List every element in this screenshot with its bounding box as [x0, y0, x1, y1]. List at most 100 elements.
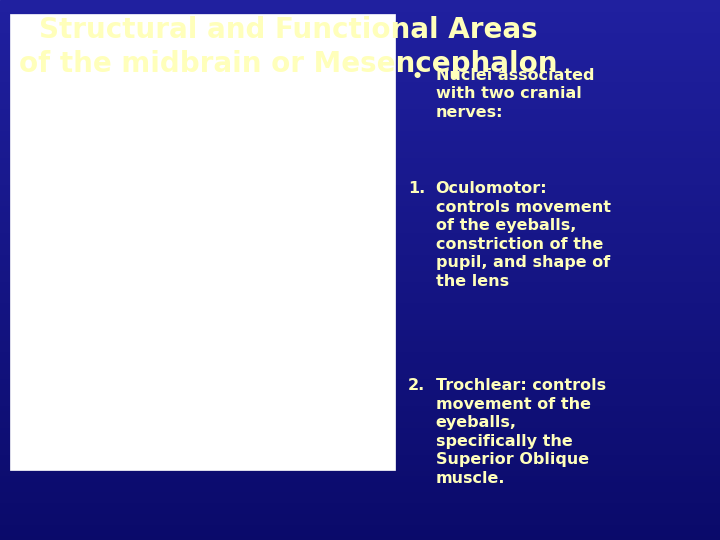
Bar	[0, 400, 720, 405]
Bar	[0, 481, 720, 486]
Bar	[0, 470, 720, 475]
Bar	[0, 86, 720, 92]
Bar	[0, 243, 720, 248]
Bar	[0, 335, 720, 340]
Bar	[0, 130, 720, 135]
Bar	[0, 49, 720, 54]
Bar	[0, 297, 720, 302]
Bar	[0, 43, 720, 49]
Bar	[0, 221, 720, 227]
Bar	[0, 97, 720, 103]
Bar	[0, 340, 720, 346]
Bar	[0, 254, 720, 259]
Bar	[0, 92, 720, 97]
Bar	[0, 173, 720, 178]
Bar	[0, 238, 720, 243]
Bar	[0, 232, 720, 238]
Bar	[0, 65, 720, 70]
FancyBboxPatch shape	[10, 14, 395, 470]
Bar	[0, 513, 720, 518]
Bar	[0, 524, 720, 529]
Bar	[0, 194, 720, 200]
Bar	[0, 437, 720, 443]
Bar	[0, 151, 720, 157]
Bar	[0, 178, 720, 184]
Bar	[0, 32, 720, 38]
Bar	[0, 54, 720, 59]
Bar	[0, 367, 720, 373]
Bar	[0, 410, 720, 416]
Bar	[0, 454, 720, 459]
Bar	[0, 281, 720, 286]
Bar	[0, 497, 720, 502]
Bar	[0, 308, 720, 313]
Bar	[0, 205, 720, 211]
Text: Structural and Functional Areas
of the midbrain or Mesencephalon: Structural and Functional Areas of the m…	[19, 16, 557, 78]
Bar	[0, 81, 720, 86]
Bar	[0, 313, 720, 319]
Bar	[0, 346, 720, 351]
Bar	[0, 5, 720, 11]
Bar	[0, 103, 720, 108]
Bar	[0, 11, 720, 16]
Bar	[0, 275, 720, 281]
Bar	[0, 405, 720, 410]
Bar	[0, 200, 720, 205]
Bar	[0, 146, 720, 151]
Bar	[0, 140, 720, 146]
Bar	[0, 189, 720, 194]
Bar	[0, 373, 720, 378]
Bar	[0, 464, 720, 470]
Bar	[0, 216, 720, 221]
Bar	[0, 427, 720, 432]
Bar	[0, 59, 720, 65]
Bar	[0, 227, 720, 232]
Bar	[0, 157, 720, 162]
Bar	[0, 22, 720, 27]
Text: Oculomotor:
controls movement
of the eyeballs,
constriction of the
pupil, and sh: Oculomotor: controls movement of the eye…	[436, 181, 611, 289]
Bar	[0, 421, 720, 427]
Bar	[0, 529, 720, 535]
Bar	[0, 211, 720, 216]
Bar	[0, 518, 720, 524]
Bar	[0, 184, 720, 189]
Bar	[0, 362, 720, 367]
Text: Trochlear: controls
movement of the
eyeballs,
specifically the
Superior Oblique
: Trochlear: controls movement of the eyeb…	[436, 378, 606, 486]
Bar	[0, 475, 720, 481]
Bar	[0, 486, 720, 491]
Text: 1.: 1.	[408, 181, 426, 196]
Bar	[0, 324, 720, 329]
Bar	[0, 119, 720, 124]
Bar	[0, 351, 720, 356]
Bar	[0, 0, 720, 5]
Bar	[0, 432, 720, 437]
Bar	[0, 329, 720, 335]
Bar	[0, 319, 720, 324]
Bar	[0, 286, 720, 292]
Bar	[0, 38, 720, 43]
Bar	[0, 70, 720, 76]
Text: •: •	[412, 68, 423, 85]
Bar	[0, 248, 720, 254]
Bar	[0, 108, 720, 113]
Bar	[0, 383, 720, 389]
Bar	[0, 394, 720, 400]
Bar	[0, 302, 720, 308]
Bar	[0, 508, 720, 513]
Bar	[0, 502, 720, 508]
Bar	[0, 124, 720, 130]
Bar	[0, 259, 720, 265]
Bar	[0, 389, 720, 394]
Bar	[0, 76, 720, 81]
Bar	[0, 459, 720, 464]
Bar	[0, 448, 720, 454]
Bar	[0, 265, 720, 270]
Bar	[0, 356, 720, 362]
Bar	[0, 113, 720, 119]
Bar	[0, 292, 720, 297]
Bar	[0, 270, 720, 275]
Bar	[0, 167, 720, 173]
Bar	[0, 491, 720, 497]
Bar	[0, 378, 720, 383]
Bar	[0, 416, 720, 421]
